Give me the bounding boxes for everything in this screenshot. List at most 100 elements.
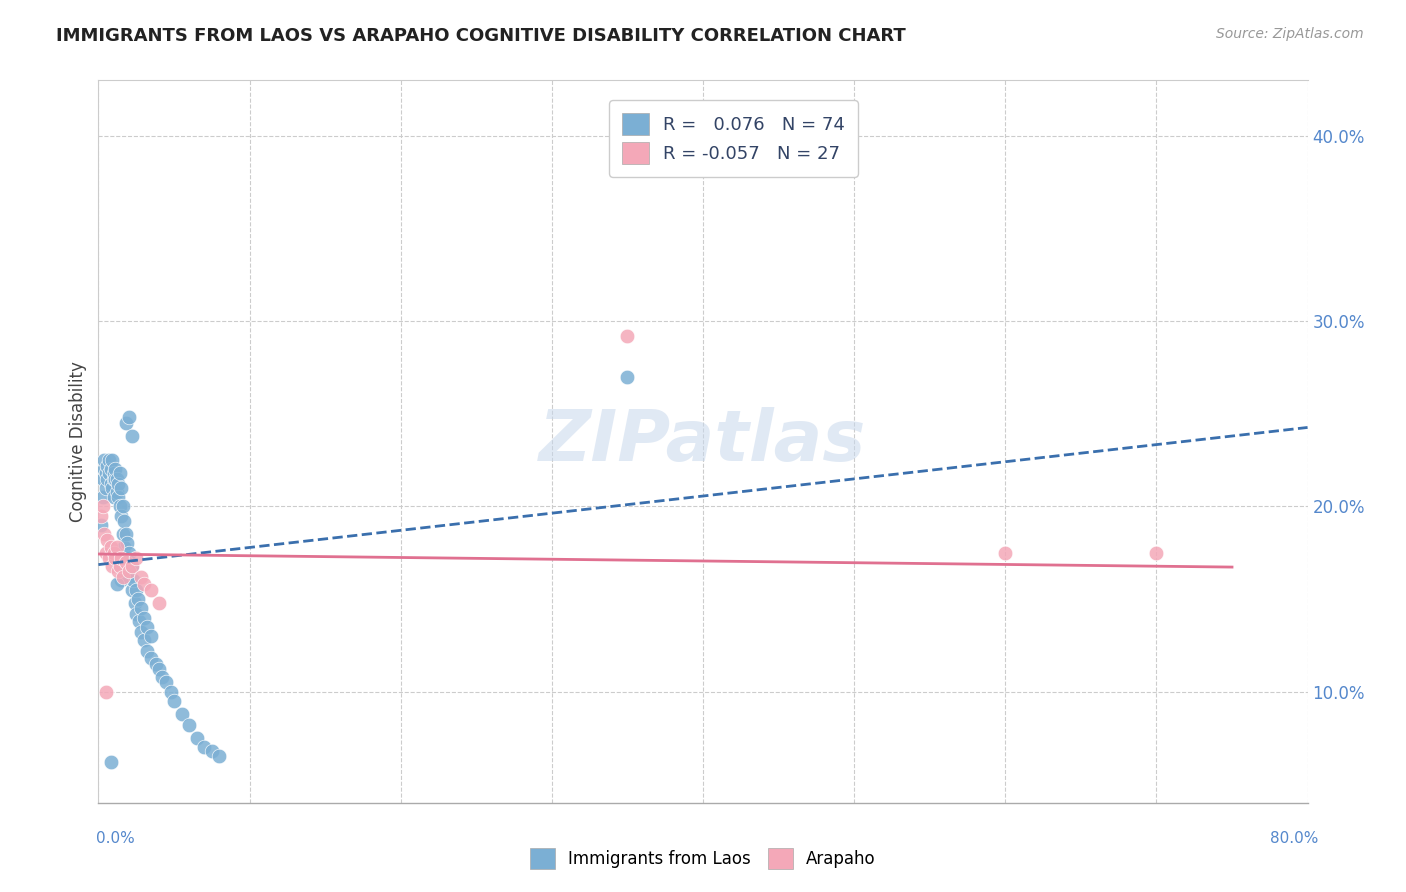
Point: [132, 577, 155, 591]
Point: [111, 527, 134, 541]
Point: [107, 477, 129, 491]
Point: [994, 546, 1017, 560]
Point: [208, 749, 231, 764]
Point: [100, 755, 122, 769]
Point: [96, 472, 118, 486]
Point: [145, 657, 167, 671]
Point: [114, 527, 136, 541]
Point: [100, 540, 122, 554]
Point: [107, 490, 129, 504]
Point: [104, 551, 127, 566]
Point: [120, 555, 142, 569]
Point: [105, 472, 128, 486]
Point: [163, 694, 186, 708]
Point: [201, 744, 224, 758]
Point: [105, 484, 128, 499]
Point: [100, 462, 122, 476]
Point: [108, 500, 131, 514]
Point: [96, 458, 118, 473]
Point: [125, 607, 148, 621]
Point: [115, 536, 138, 550]
Point: [110, 551, 132, 566]
Point: [103, 490, 125, 504]
Point: [94, 481, 117, 495]
Point: [132, 610, 155, 624]
Point: [112, 540, 135, 554]
Point: [112, 514, 135, 528]
Point: [98, 551, 121, 566]
Point: [93, 462, 115, 476]
Text: ZIPatlas: ZIPatlas: [540, 407, 866, 476]
Point: [1144, 546, 1167, 560]
Point: [118, 564, 141, 578]
Point: [114, 555, 136, 569]
Point: [121, 582, 143, 597]
Legend: R =   0.076   N = 74, R = -0.057   N = 27: R = 0.076 N = 74, R = -0.057 N = 27: [609, 100, 858, 177]
Point: [98, 453, 121, 467]
Point: [616, 369, 638, 384]
Point: [132, 632, 155, 647]
Point: [193, 740, 215, 755]
Point: [104, 472, 127, 486]
Point: [111, 500, 134, 514]
Point: [121, 558, 143, 573]
Point: [110, 481, 132, 495]
Point: [93, 527, 115, 541]
Point: [90, 517, 112, 532]
Point: [114, 551, 136, 566]
Legend: Immigrants from Laos, Arapaho: Immigrants from Laos, Arapaho: [523, 842, 883, 875]
Point: [148, 596, 170, 610]
Point: [94, 546, 117, 560]
Point: [155, 675, 177, 690]
Point: [103, 546, 125, 560]
Point: [90, 508, 112, 523]
Point: [91, 500, 114, 514]
Point: [115, 564, 138, 578]
Point: [616, 329, 638, 343]
Point: [148, 662, 170, 676]
Point: [118, 570, 141, 584]
Point: [141, 582, 163, 597]
Point: [127, 592, 149, 607]
Y-axis label: Cognitive Disability: Cognitive Disability: [69, 361, 87, 522]
Point: [160, 684, 183, 698]
Point: [98, 466, 121, 480]
Point: [170, 706, 193, 721]
Point: [121, 558, 143, 573]
Point: [125, 551, 148, 566]
Point: [186, 731, 208, 745]
Point: [135, 620, 157, 634]
Point: [105, 577, 128, 591]
Point: [150, 670, 173, 684]
Point: [135, 644, 157, 658]
Point: [128, 614, 150, 628]
Point: [108, 466, 131, 480]
Point: [107, 564, 129, 578]
Point: [129, 570, 152, 584]
Point: [118, 546, 141, 560]
Point: [91, 490, 114, 504]
Point: [141, 629, 163, 643]
Point: [124, 596, 146, 610]
Point: [111, 570, 134, 584]
Point: [114, 416, 136, 430]
Point: [105, 540, 128, 554]
Point: [103, 466, 125, 480]
Point: [101, 558, 124, 573]
Point: [96, 533, 118, 547]
Point: [118, 410, 141, 425]
Point: [129, 625, 152, 640]
Text: 80.0%: 80.0%: [1271, 831, 1319, 846]
Point: [93, 453, 115, 467]
Point: [100, 477, 122, 491]
Point: [104, 462, 127, 476]
Point: [122, 574, 145, 588]
Point: [108, 558, 131, 573]
Point: [110, 508, 132, 523]
Point: [121, 429, 143, 443]
Text: IMMIGRANTS FROM LAOS VS ARAPAHO COGNITIVE DISABILITY CORRELATION CHART: IMMIGRANTS FROM LAOS VS ARAPAHO COGNITIV…: [56, 27, 905, 45]
Point: [101, 453, 124, 467]
Point: [179, 718, 201, 732]
Point: [94, 684, 117, 698]
Point: [101, 481, 124, 495]
